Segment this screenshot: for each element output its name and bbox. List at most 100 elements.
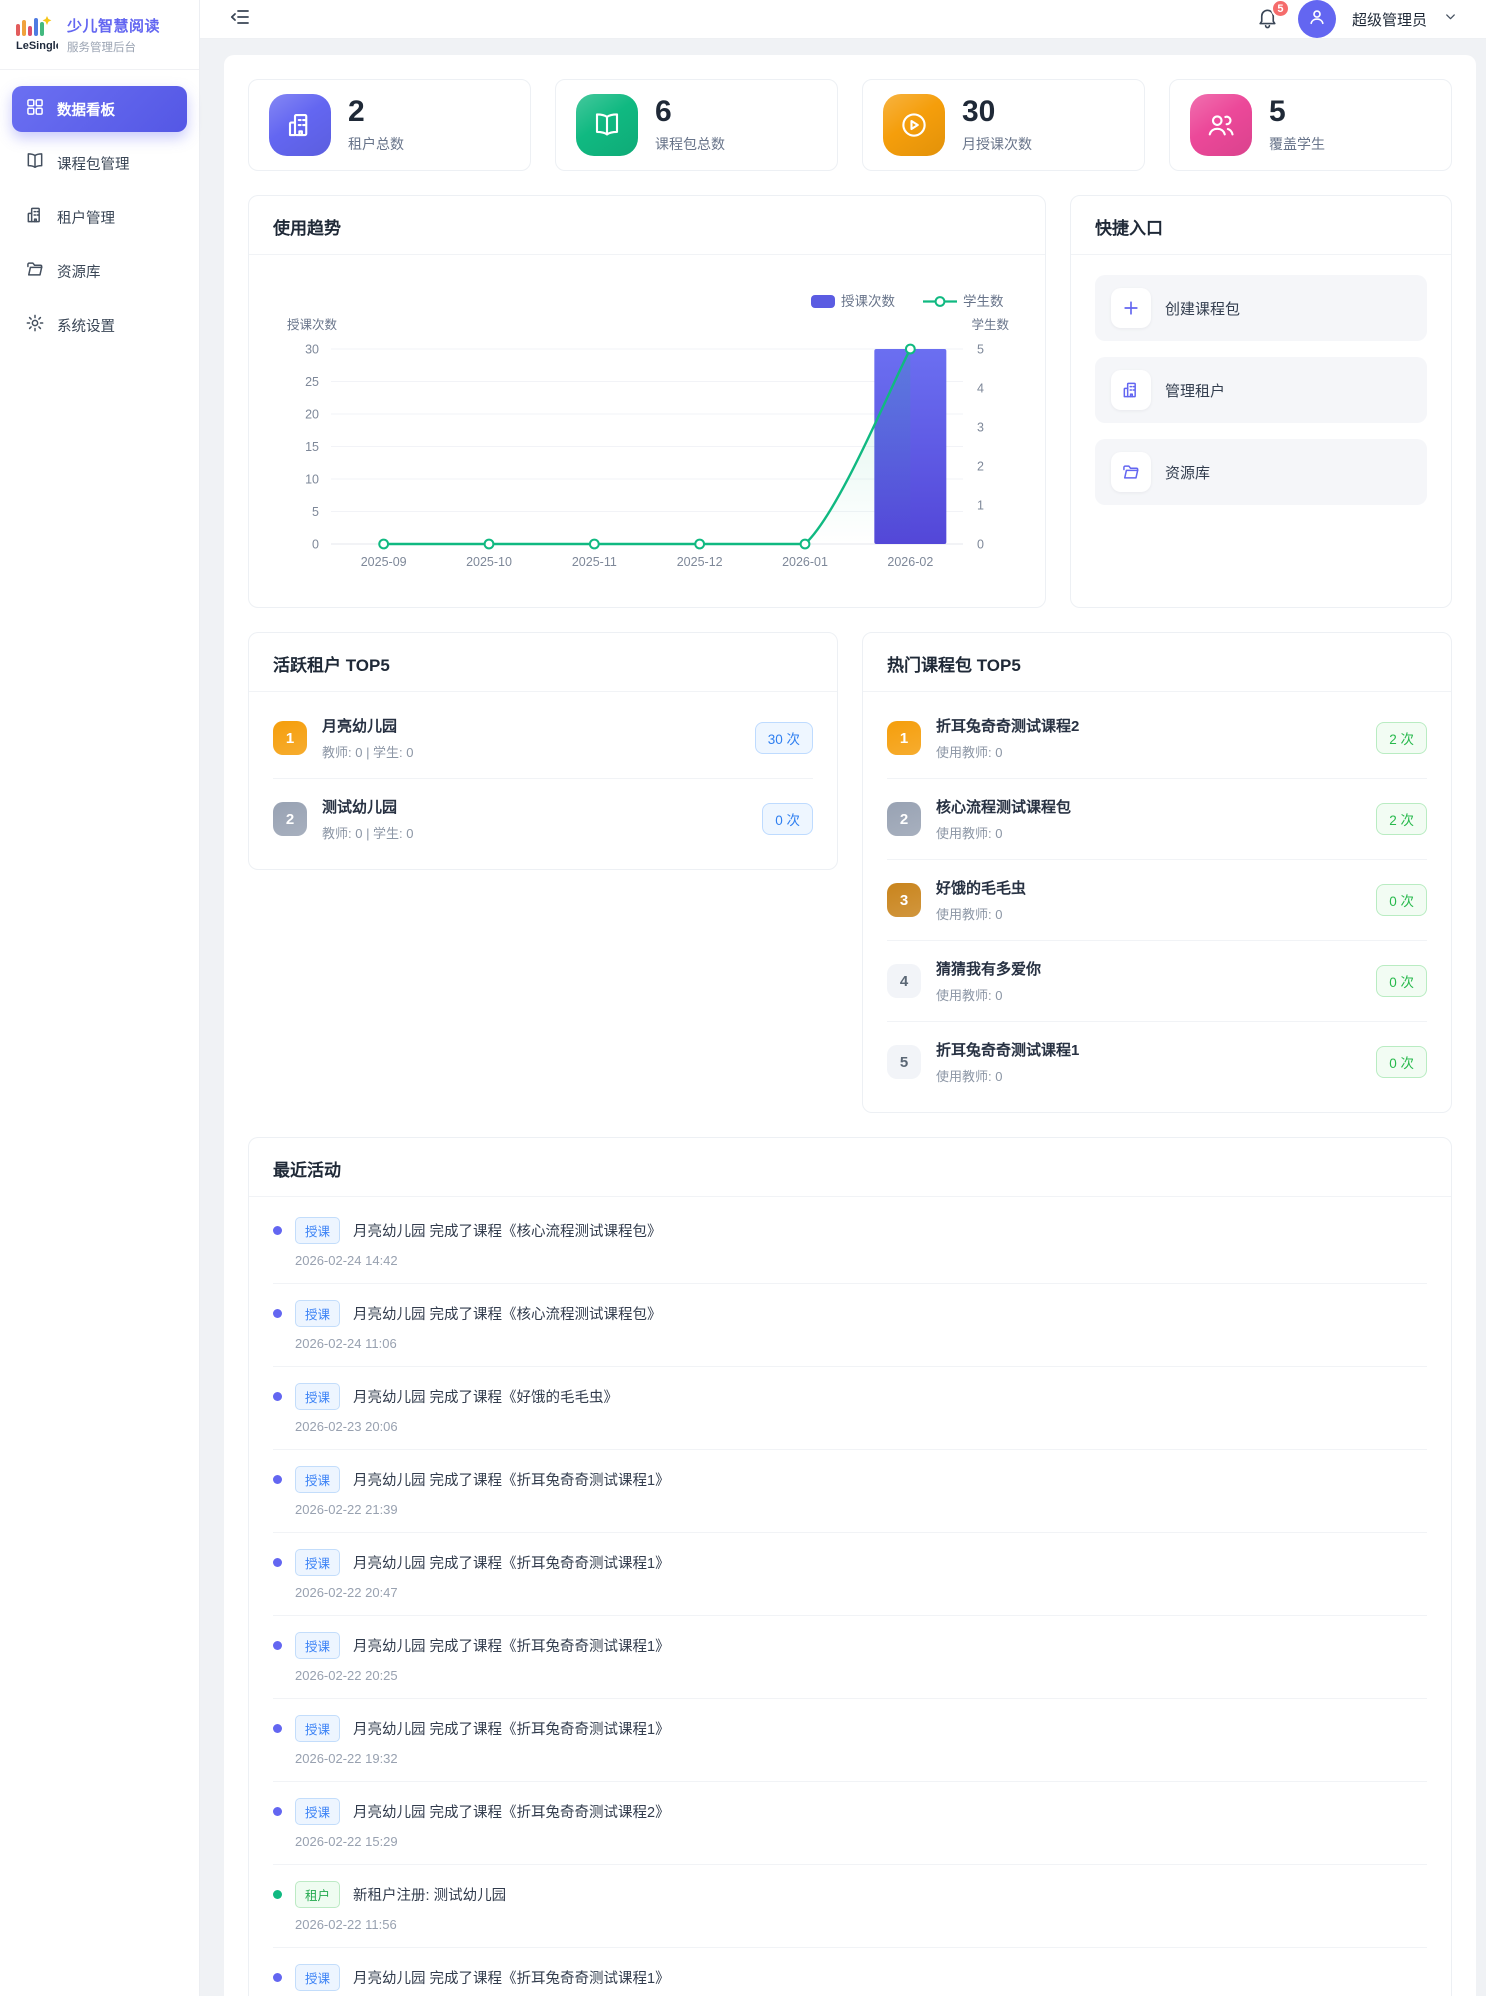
building-icon: [25, 205, 45, 229]
stat-card-tenants: 2 租户总数: [248, 79, 531, 171]
count-badge: 0 次: [1376, 884, 1427, 916]
rank-badge: 4: [887, 964, 921, 998]
plus-icon: [1111, 288, 1151, 328]
svg-text:2026-01: 2026-01: [782, 555, 828, 569]
activity-row: 授课 月亮幼儿园 完成了课程《折耳兔奇奇测试课程1》 2026-02-22 20:…: [273, 1533, 1427, 1616]
stat-value: 30: [962, 95, 996, 129]
svg-text:授课次数: 授课次数: [841, 294, 895, 309]
package-row: 5 折耳兔奇奇测试课程1 使用教师: 0 0 次: [887, 1022, 1427, 1102]
notifications-button[interactable]: 5: [1256, 0, 1290, 32]
activity-row: 授课 月亮幼儿园 完成了课程《折耳兔奇奇测试课程1》 2026-02-22 19:…: [273, 1699, 1427, 1782]
svg-text:2025-12: 2025-12: [677, 555, 723, 569]
activity-type-badge: 授课: [295, 1715, 341, 1742]
activity-time: 2026-02-24 14:42: [295, 1253, 398, 1268]
activity-dot: [273, 1973, 282, 1982]
logo-barchart-icon: LeSingle: [12, 12, 62, 57]
activity-time: 2026-02-22 19:32: [295, 1751, 398, 1766]
count-badge: 0 次: [1376, 965, 1427, 997]
stat-label: 月授课次数: [962, 135, 1032, 152]
count-badge: 0 次: [1376, 1046, 1427, 1078]
stat-cards: 2 租户总数 6 课程包总数 30 月授课次数 5 覆盖学生: [248, 79, 1452, 171]
svg-text:1: 1: [977, 499, 984, 513]
brand-title: 少儿智慧阅读: [67, 17, 161, 35]
user-icon: [1307, 7, 1327, 32]
package-row: 3 好饿的毛毛虫 使用教师: 0 0 次: [887, 860, 1427, 941]
svg-text:授课次数: 授课次数: [287, 317, 338, 332]
brand-subtitle: 服务管理后台: [67, 41, 136, 54]
activity-type-badge: 授课: [295, 1466, 341, 1493]
svg-text:15: 15: [305, 440, 319, 454]
activity-type-badge: 租户: [295, 1881, 341, 1908]
sidebar-item-dashboard[interactable]: 数据看板: [12, 86, 187, 132]
quick-entry-create-package[interactable]: 创建课程包: [1095, 275, 1427, 341]
chevron-down-icon[interactable]: [1443, 9, 1458, 29]
activity-time: 2026-02-23 20:06: [295, 1419, 398, 1434]
activity-time: 2026-02-22 15:29: [295, 1834, 398, 1849]
card-title: 活跃租户 TOP5: [273, 656, 390, 675]
activity-time: 2026-02-22 20:47: [295, 1585, 398, 1600]
count-badge: 2 次: [1376, 803, 1427, 835]
rank-badge: 5: [887, 1045, 921, 1079]
stat-card-lessons: 30 月授课次数: [862, 79, 1145, 171]
rank-badge: 3: [887, 883, 921, 917]
play-circle-icon: [883, 94, 945, 156]
svg-text:30: 30: [305, 343, 319, 357]
quick-entry-resources[interactable]: 资源库: [1095, 439, 1427, 505]
svg-text:学生数: 学生数: [963, 294, 1004, 309]
sidebar-item-settings[interactable]: 系统设置: [12, 302, 187, 348]
folder-icon: [1111, 452, 1151, 492]
content-area: 2 租户总数 6 课程包总数 30 月授课次数 5 覆盖学生 使用趋势: [200, 39, 1486, 1996]
stat-label: 课程包总数: [655, 135, 725, 152]
svg-text:2025-09: 2025-09: [361, 555, 407, 569]
stat-value: 2: [348, 95, 365, 129]
sidebar-item-resources[interactable]: 资源库: [12, 248, 187, 294]
svg-text:20: 20: [305, 408, 319, 422]
activity-dot: [273, 1226, 282, 1235]
gear-icon: [25, 313, 45, 337]
sidebar-item-label: 租户管理: [57, 210, 115, 227]
card-title: 快捷入口: [1095, 219, 1163, 238]
activity-dot: [273, 1724, 282, 1733]
sidebar-collapse-button[interactable]: [228, 6, 254, 32]
activity-type-badge: 授课: [295, 1383, 341, 1410]
user-name[interactable]: 超级管理员: [1351, 11, 1427, 29]
stat-card-students: 5 覆盖学生: [1169, 79, 1452, 171]
activity-row: 租户 新租户注册: 测试幼儿园 2026-02-22 11:56: [273, 1865, 1427, 1948]
activity-dot: [273, 1807, 282, 1816]
activity-dot: [273, 1475, 282, 1484]
sidebar-item-course-packages[interactable]: 课程包管理: [12, 140, 187, 186]
activity-time: 2026-02-22 20:25: [295, 1668, 398, 1683]
activity-type-badge: 授课: [295, 1632, 341, 1659]
activity-type-badge: 授课: [295, 1549, 341, 1576]
sidebar-item-label: 课程包管理: [57, 156, 130, 173]
svg-text:25: 25: [305, 375, 319, 389]
tenant-row: 1 月亮幼儿园 教师: 0 | 学生: 0 30 次: [273, 698, 813, 779]
activity-time: 2026-02-24 11:06: [295, 1336, 397, 1351]
activity-dot: [273, 1641, 282, 1650]
avatar[interactable]: [1297, 0, 1336, 38]
active-tenants-card: 活跃租户 TOP5 1 月亮幼儿园 教师: 0 | 学生: 0 30 次 2 测试…: [248, 632, 838, 870]
count-badge: 0 次: [762, 803, 813, 835]
activity-row: 授课 月亮幼儿园 完成了课程《折耳兔奇奇测试课程1》 2026-02-22 21:…: [273, 1450, 1427, 1533]
recent-activity-card: 最近活动 授课 月亮幼儿园 完成了课程《核心流程测试课程包》 2026-02-24…: [248, 1137, 1452, 1996]
svg-text:学生数: 学生数: [971, 317, 1009, 332]
svg-text:2025-10: 2025-10: [466, 555, 512, 569]
activity-type-badge: 授课: [295, 1300, 341, 1327]
usage-trend-chart: 0 5 10 15 20 25 30 0 1 2 3 4 5 授课次数 学生数 2025-09 2025-10 2…: [249, 255, 1045, 607]
activity-dot: [273, 1392, 282, 1401]
sidebar-item-label: 资源库: [57, 264, 101, 281]
rank-badge: 1: [887, 721, 921, 755]
quick-entry-manage-tenants[interactable]: 管理租户: [1095, 357, 1427, 423]
book-icon: [25, 151, 45, 175]
svg-text:4: 4: [977, 382, 984, 396]
activity-type-badge: 授课: [295, 1964, 341, 1991]
building-icon: [1111, 370, 1151, 410]
dashboard-icon: [25, 97, 45, 121]
activity-row: 授课 月亮幼儿园 完成了课程《折耳兔奇奇测试课程2》 2026-02-22 15:…: [273, 1782, 1427, 1865]
svg-text:LeSingle: LeSingle: [16, 40, 58, 52]
collapse-icon: [228, 5, 252, 34]
sidebar-item-tenants[interactable]: 租户管理: [12, 194, 187, 240]
brand: LeSingle 少儿智慧阅读 服务管理后台: [0, 0, 199, 70]
activity-type-badge: 授课: [295, 1217, 341, 1244]
